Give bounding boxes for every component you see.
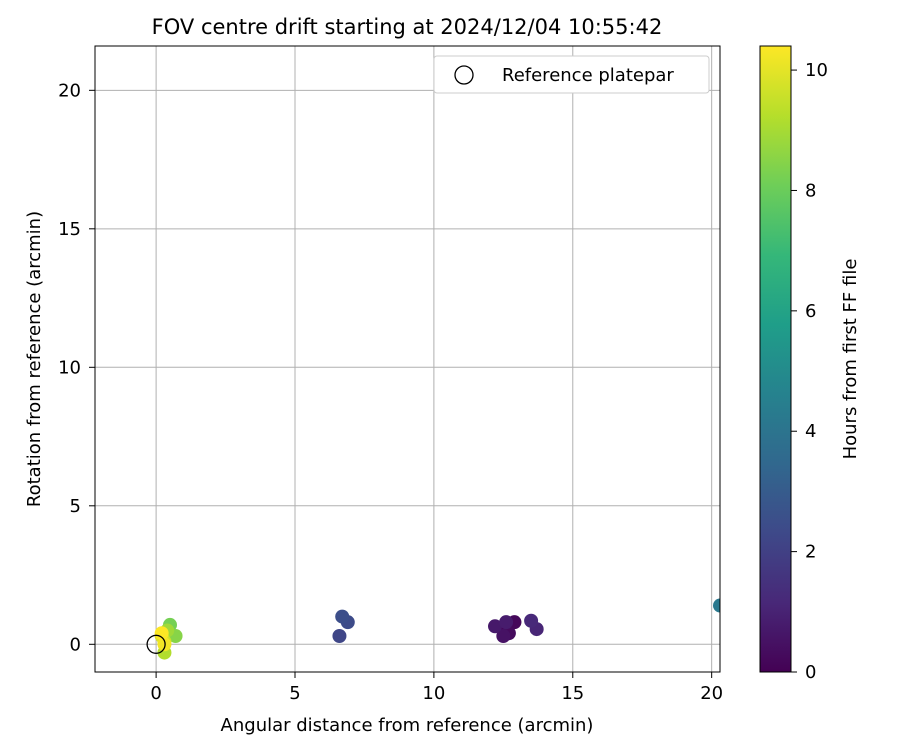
y-tick-label: 0 xyxy=(70,634,81,655)
plot-frame xyxy=(94,45,721,673)
scatter-point xyxy=(524,613,539,628)
y-tick-label: 15 xyxy=(58,219,81,240)
x-tick-label: 15 xyxy=(561,683,584,704)
x-tick-label: 20 xyxy=(700,683,723,704)
legend: Reference platepar xyxy=(433,55,710,94)
scatter-point xyxy=(499,615,514,630)
scatter-point xyxy=(335,609,350,624)
x-tick-label: 10 xyxy=(422,683,445,704)
y-axis-label: Rotation from reference (arcmin) xyxy=(24,211,45,507)
colorbar-ticks: 0 2 4 6 8 10 xyxy=(791,60,828,683)
chart-title: FOV centre drift starting at 2024/12/04 … xyxy=(152,15,663,39)
legend-marker-reference xyxy=(454,65,474,85)
legend-label-reference: Reference platepar xyxy=(502,65,674,86)
reference-point-marker xyxy=(146,634,166,654)
colorbar-label: Hours from first FF file xyxy=(840,259,861,460)
colorbar-tick-label: 0 xyxy=(805,662,816,683)
x-axis-label: Angular distance from reference (arcmin) xyxy=(221,715,594,736)
scatter-point xyxy=(496,628,511,643)
scatter-point xyxy=(157,637,172,652)
y-tick-label: 10 xyxy=(58,357,81,378)
x-tick-label: 0 xyxy=(150,683,161,704)
scatter-point xyxy=(332,628,347,643)
scatter-point xyxy=(488,619,502,634)
colorbar-tick-label: 10 xyxy=(805,60,828,81)
plot-background xyxy=(95,46,720,672)
colorbar-tick-label: 4 xyxy=(805,421,816,442)
y-axis-ticks: 0 5 10 15 20 xyxy=(58,80,95,655)
colorbar-fill xyxy=(759,45,792,673)
scatter-point xyxy=(713,598,720,613)
x-axis-ticks: 0 5 10 15 20 xyxy=(150,672,723,704)
colorbar: 0 2 4 6 8 10 Hours from first FF file xyxy=(759,45,861,683)
colorbar-tick-label: 8 xyxy=(805,180,816,201)
scatter-points xyxy=(154,598,720,660)
y-tick-label: 5 xyxy=(70,496,81,517)
colorbar-tick-label: 6 xyxy=(805,301,816,322)
legend-box xyxy=(433,55,710,94)
y-tick-label: 20 xyxy=(58,80,81,101)
colorbar-tick-label: 2 xyxy=(805,542,816,563)
scatter-point xyxy=(154,626,169,641)
x-tick-label: 5 xyxy=(289,683,300,704)
